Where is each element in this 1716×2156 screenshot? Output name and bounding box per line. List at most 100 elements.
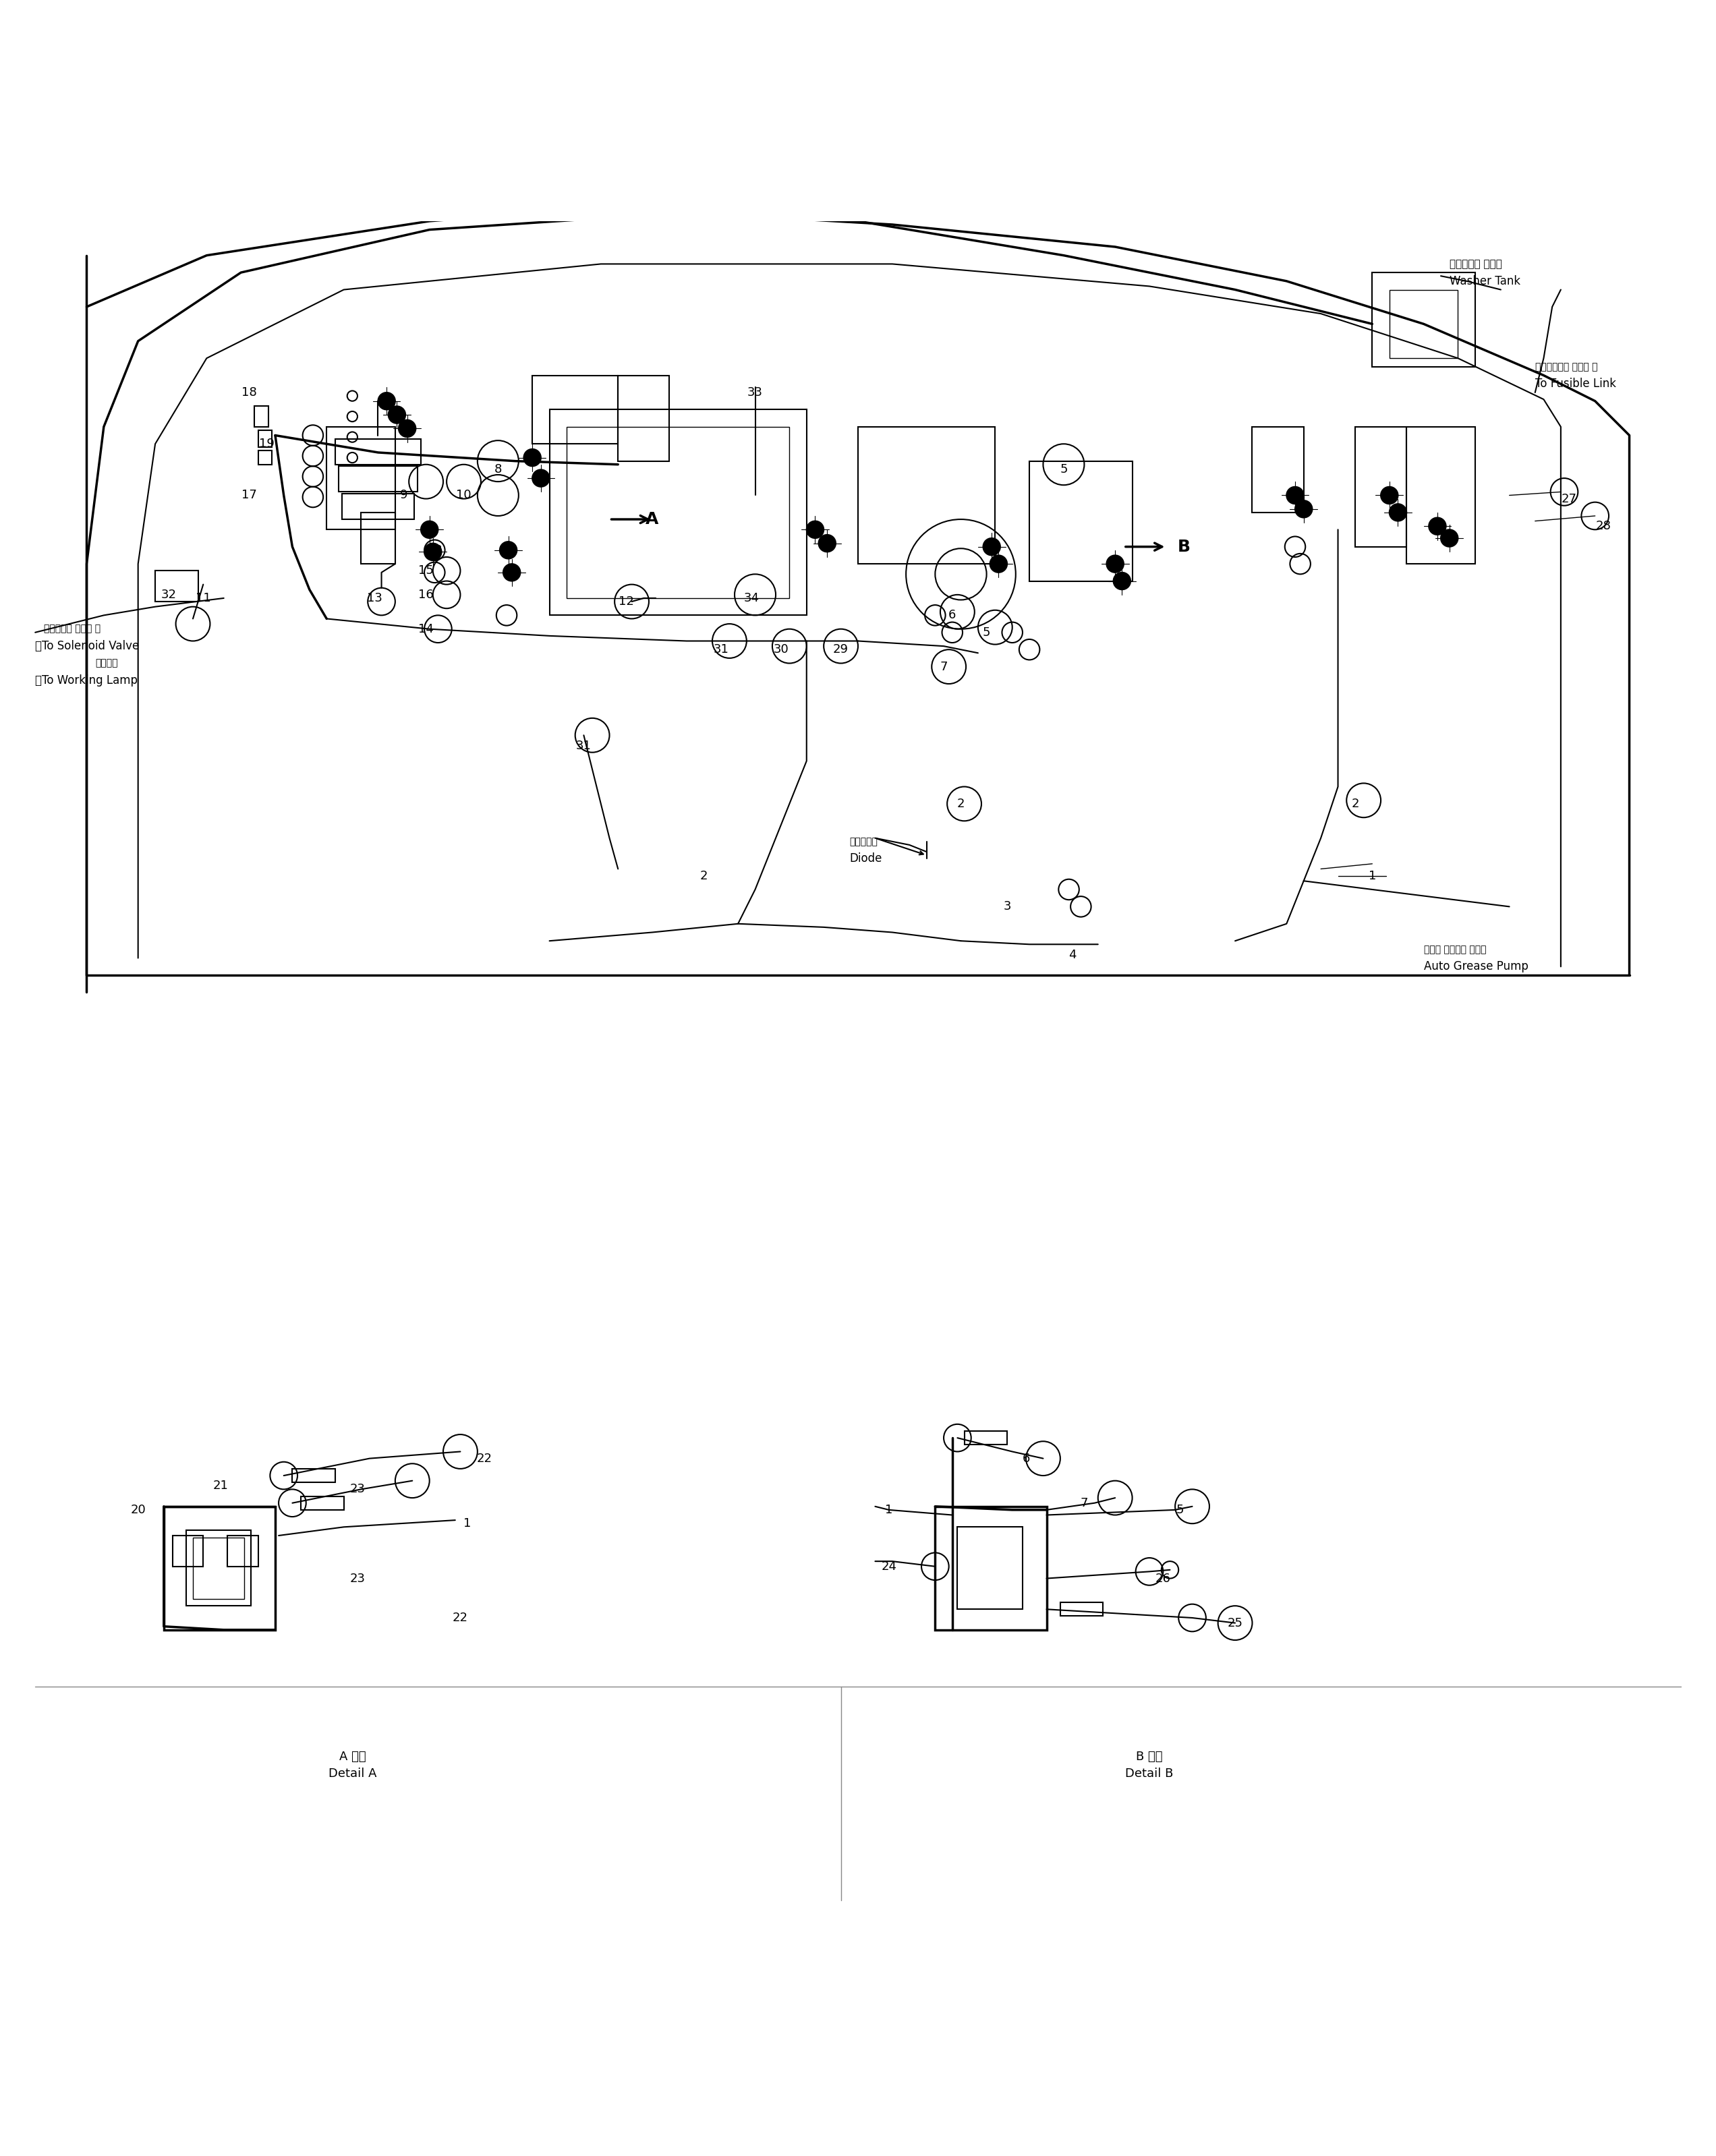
Text: 12: 12 [619,595,635,608]
Text: 13: 13 [367,593,383,604]
Bar [1390,289,1459,358]
Bar [935,1507,1047,1630]
Text: Auto Grease Pump: Auto Grease Pump [1424,962,1529,972]
Text: A 詳細: A 詳細 [340,1751,366,1764]
Bar [858,427,995,565]
Circle shape [378,392,395,410]
Text: To Fusible Link: To Fusible Link [1536,377,1616,390]
Bar [1030,461,1133,580]
Text: 14: 14 [419,623,434,636]
Text: 33: 33 [748,386,764,399]
Circle shape [532,470,549,487]
Text: 2: 2 [958,798,964,811]
Text: 6: 6 [949,610,956,621]
Circle shape [1441,530,1459,548]
Circle shape [1107,556,1124,573]
Bar [292,1468,335,1483]
Bar [227,1535,257,1567]
Bar [549,410,807,614]
Text: ソレノイド バルブ へ: ソレノイド バルブ へ [45,625,101,634]
Bar [326,427,395,530]
Bar [1373,272,1476,367]
Bar [338,466,417,492]
Text: 4: 4 [1069,949,1076,962]
Text: オート グリース ポンプ: オート グリース ポンプ [1424,944,1486,955]
Text: 8: 8 [494,464,501,476]
Text: 3: 3 [1004,901,1011,912]
Circle shape [398,420,415,438]
Text: 31: 31 [577,740,592,752]
Circle shape [1429,517,1447,535]
Circle shape [499,541,517,558]
Bar [185,1531,251,1606]
Circle shape [1296,500,1313,517]
Circle shape [503,565,520,580]
Text: 1: 1 [1368,869,1376,882]
Text: 7: 7 [1081,1496,1088,1509]
Circle shape [819,535,836,552]
Text: ダイオード: ダイオード [849,837,877,845]
Text: 22: 22 [453,1613,468,1623]
Bar [1253,427,1304,513]
Bar [964,1432,1007,1445]
Text: 10: 10 [456,489,472,502]
Bar [257,451,271,464]
Text: 5: 5 [1177,1503,1184,1516]
Bar [341,494,414,520]
Text: ，To Working Lamp: ，To Working Lamp [36,675,137,686]
Text: 15: 15 [419,565,434,578]
Text: 23: 23 [350,1572,366,1585]
Text: 27: 27 [1562,494,1577,505]
Text: 11: 11 [196,593,211,604]
Circle shape [1114,573,1131,589]
Bar [360,513,395,565]
Circle shape [807,522,824,539]
Circle shape [523,448,541,466]
Text: 7: 7 [940,660,947,673]
Bar [172,1535,202,1567]
Text: ，To Solenoid Valve: ，To Solenoid Valve [36,640,139,653]
Text: 21: 21 [213,1479,228,1492]
Bar [1407,427,1476,565]
Text: 20: 20 [130,1503,146,1516]
Circle shape [990,556,1007,573]
Bar [300,1496,343,1509]
Text: 8: 8 [434,543,443,556]
Text: ヒュージブル リンク へ: ヒュージブル リンク へ [1536,362,1598,371]
Text: 作業灯へ: 作業灯へ [94,658,118,668]
Bar [618,375,669,461]
Bar [192,1537,244,1600]
Circle shape [388,405,405,423]
Text: 30: 30 [774,642,789,655]
Text: Detail B: Detail B [1126,1768,1174,1781]
Bar [532,375,618,444]
Circle shape [1287,487,1304,505]
Text: 1: 1 [463,1518,470,1529]
Text: 9: 9 [400,489,408,502]
Text: 16: 16 [419,589,434,602]
Text: ウォッシャ タンク: ウォッシャ タンク [1450,259,1502,270]
Text: 26: 26 [1155,1572,1170,1585]
Text: B: B [1177,539,1191,554]
Text: 2: 2 [1350,798,1359,811]
Bar [163,1507,275,1630]
Text: B 詳細: B 詳細 [1136,1751,1163,1764]
Text: 22: 22 [477,1453,492,1464]
Text: 32: 32 [161,589,177,602]
Text: 34: 34 [745,593,760,604]
Text: 23: 23 [350,1483,366,1496]
Text: 19: 19 [259,438,275,451]
Text: Detail A: Detail A [328,1768,376,1781]
Bar [566,427,789,597]
Text: 1: 1 [885,1503,892,1516]
Circle shape [1381,487,1399,505]
Text: 28: 28 [1596,520,1611,533]
Bar [1356,427,1407,548]
Text: Washer Tank: Washer Tank [1450,276,1520,287]
Circle shape [1390,505,1407,522]
Text: 25: 25 [1227,1617,1242,1630]
Text: 2: 2 [700,869,707,882]
Text: 24: 24 [880,1561,897,1572]
Text: 29: 29 [832,642,849,655]
Text: 6: 6 [1023,1453,1030,1464]
